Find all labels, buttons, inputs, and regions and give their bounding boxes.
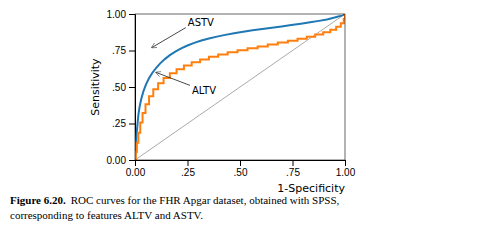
- y-axis-tick: 0.00: [107, 155, 135, 166]
- y-axis-tick-label: .50: [112, 82, 126, 93]
- plot-frame: [135, 14, 345, 160]
- y-axis-line: [129, 15, 136, 161]
- x-axis: 0.00 .25 .50 .75 1.00: [126, 160, 356, 178]
- chart: 0.00 .25 .50 .75 1.00 0.00 .25 .50 .75 1.00 Sensit…: [0, 0, 501, 233]
- y-axis-tick-label: 0.00: [107, 155, 127, 166]
- caption-line: ROC curves for the FHR Apgar dataset, ob…: [71, 194, 340, 206]
- y-axis-tick: .75: [112, 45, 135, 56]
- x-axis-tick-label: .50: [234, 167, 248, 178]
- x-axis-tick-mark: [188, 160, 189, 166]
- x-axis-tick-label: .25: [181, 167, 195, 178]
- y-axis: 0.00 .25 .50 .75 1.00: [107, 9, 136, 166]
- y-axis-tick: 1.00: [107, 9, 135, 20]
- annotation-label: ALTV: [192, 85, 216, 96]
- annotation-label: ASTV: [188, 17, 214, 28]
- x-axis-tick: 1.00: [336, 160, 356, 178]
- y-axis-tick-label: .75: [112, 45, 126, 56]
- x-axis-tick-mark: [240, 160, 241, 166]
- x-axis-tick-label: 1.00: [336, 167, 356, 178]
- x-axis-tick-label: 0.00: [126, 167, 146, 178]
- x-axis-line: [136, 161, 346, 167]
- reference-diagonal: [135, 14, 345, 160]
- plot-area: [135, 14, 345, 160]
- y-axis-tick-label: .25: [112, 118, 126, 129]
- x-axis-tick: .25: [181, 160, 195, 178]
- y-axis-tick-label: 1.00: [107, 9, 127, 20]
- y-axis-tick: .50: [112, 82, 135, 93]
- x-axis-tick-mark: [345, 160, 346, 166]
- caption-line: Figure 6.20.: [10, 194, 66, 206]
- roc-curve: [135, 14, 345, 160]
- y-axis-title: Sensitivity: [89, 58, 102, 116]
- annotation-arrow: [156, 72, 190, 85]
- x-axis-tick-mark: [293, 160, 294, 166]
- y-axis-tick-mark: [129, 124, 135, 125]
- x-axis-tick: .75: [286, 160, 300, 178]
- x-axis-tick-label: .75: [286, 167, 300, 178]
- x-axis-tick: .50: [234, 160, 248, 178]
- y-axis-tick-mark: [129, 87, 135, 88]
- annotation-arrow: [152, 28, 186, 48]
- y-axis-tick-mark: [129, 14, 135, 15]
- x-axis-tick: 0.00: [126, 160, 146, 178]
- y-axis-tick-mark: [129, 51, 135, 52]
- caption-line: corresponding to features ALTV and ASTV.: [10, 209, 203, 221]
- y-axis-tick: .25: [112, 118, 135, 129]
- y-axis-tick-mark: [129, 160, 135, 161]
- caption: Figure 6.20. ROC curves for the FHR Apgar…: [10, 194, 340, 221]
- roc-curve: [135, 14, 345, 160]
